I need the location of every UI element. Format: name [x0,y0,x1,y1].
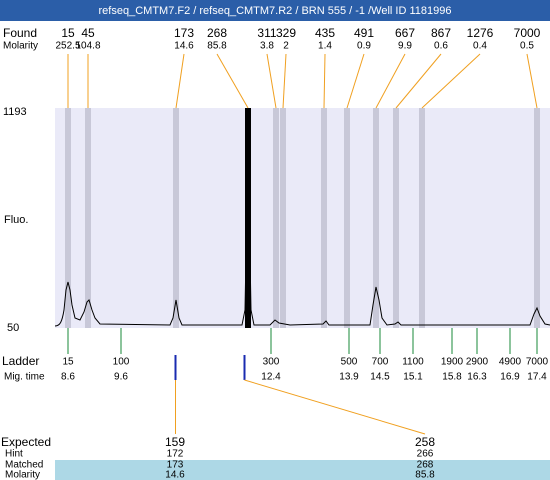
mig-time-value: 12.4 [261,372,281,383]
peak-band [273,108,279,328]
mig-time-value: 15.8 [442,372,462,383]
molarity-value: 0.5 [520,41,534,52]
title: refseq_CMTM7.F2 / refseq_CMTM7.R2 / BRN … [99,5,452,17]
connector [244,379,426,435]
peak-band [280,108,286,328]
found-value: 867 [431,26,451,40]
mig-time-value: 16.3 [467,372,487,383]
title-bar [0,0,550,21]
ladder-size: 4900 [499,357,522,368]
expected-label: Expected [1,435,51,449]
peak-connector [175,53,185,109]
matched-molarity-value: 14.6 [165,470,185,480]
found-value: 329 [276,26,296,40]
mig-time-label: Mig. time [4,372,45,383]
peak-connector [282,53,287,109]
found-value: 435 [315,26,335,40]
ladder-size: 100 [113,357,130,368]
peak-band [85,108,91,328]
molarity-value: 14.6 [174,41,194,52]
peak-connector [346,53,365,109]
peak-band [419,108,425,328]
molarity-value: 85.8 [207,41,227,52]
peak-connector [323,53,326,109]
peak-connector [266,53,277,109]
matched-molarity-label: Molarity [5,470,40,480]
mig-time-value: 16.9 [500,372,520,383]
matched-value: 268 [417,460,434,471]
molarity-value: 1.4 [318,41,332,52]
matched-value: 173 [167,460,184,471]
found-value: 7000 [514,26,541,40]
mig-time-value: 15.1 [403,372,423,383]
ladder-size: 700 [372,357,389,368]
y-axis-label: Fluo. [4,214,28,226]
found-value: 268 [207,26,227,40]
peak-band [534,108,540,328]
matched-label: Matched [5,460,43,471]
ladder-size: 7000 [526,357,549,368]
found-value: 491 [354,26,374,40]
peak-connector [216,53,249,109]
marker [174,355,177,380]
y-tick-label: 1193 [3,106,27,118]
hint-label: Hint [5,449,23,460]
peak-band [245,108,251,328]
mig-time-value: 9.6 [114,372,128,383]
molarity-value: 0.9 [357,41,371,52]
ladder-size: 2900 [466,357,489,368]
peak-connector [395,53,442,109]
found-value: 1276 [467,26,494,40]
peak-band [173,108,179,328]
found-label: Found [3,26,37,40]
y-tick-label: 50 [7,322,19,334]
found-value: 45 [81,26,95,40]
peak-connector [375,53,406,109]
found-value: 15 [61,26,75,40]
peak-band [373,108,379,328]
ladder-size: 15 [62,357,74,368]
mig-time-value: 8.6 [61,372,75,383]
hint-value: 266 [417,449,434,460]
ladder-size: 300 [263,357,280,368]
hint-value: 172 [167,449,184,460]
peak-band [344,108,350,328]
peak-band [321,108,327,328]
expected-value: 258 [415,435,435,449]
expected-value: 159 [165,435,185,449]
peak-band [393,108,399,328]
ladder-size: 1100 [402,357,424,368]
mig-time-value: 13.9 [339,372,359,383]
molarity-value: 3.8 [260,41,274,52]
molarity-value: 9.9 [398,41,412,52]
found-value: 311 [257,26,276,40]
ladder-size: 1900 [441,357,464,368]
found-value: 667 [395,26,415,40]
molarity-value: 2 [283,41,289,52]
mig-time-value: 17.4 [527,372,547,383]
mig-time-value: 14.5 [370,372,390,383]
found-value: 173 [174,26,194,40]
matched-highlight [55,460,550,480]
molarity-value: 0.4 [473,41,487,52]
peak-connector [421,53,481,109]
matched-molarity-value: 85.8 [415,470,435,480]
plot-area [55,108,550,328]
trace [54,107,550,327]
peak-connector [526,53,538,109]
molarity-value: 104.8 [75,41,100,52]
molarity-value: 0.6 [434,41,448,52]
ladder-size: 500 [341,357,358,368]
peak-band [65,108,71,328]
ladder-label: Ladder [2,354,39,368]
molarity-label: Molarity [3,41,38,52]
molarity-value: 252.5 [55,41,80,52]
marker [243,355,246,380]
